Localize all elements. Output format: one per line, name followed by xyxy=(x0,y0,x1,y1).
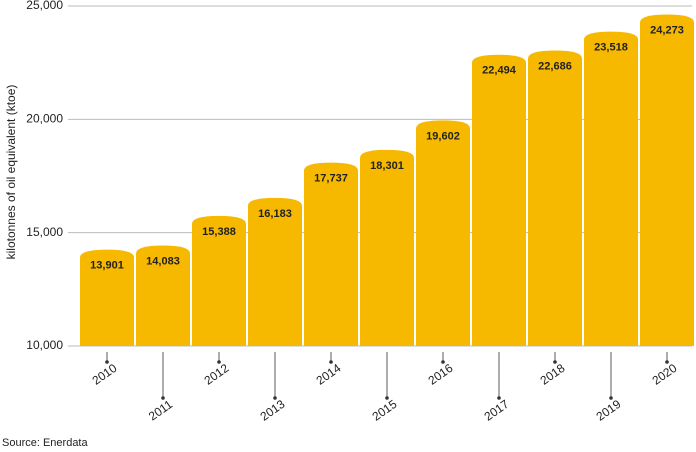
value-label: 23,518 xyxy=(594,41,628,53)
tick-dot xyxy=(609,396,613,400)
x-tick-label: 2018 xyxy=(538,361,568,388)
tick-dot xyxy=(273,396,277,400)
tick-dot xyxy=(441,360,445,364)
y-tick-label: 10,000 xyxy=(26,338,63,352)
bar xyxy=(192,215,246,346)
value-label: 13,901 xyxy=(90,259,124,271)
bar xyxy=(472,54,526,346)
x-tick-label: 2019 xyxy=(594,397,624,424)
y-axis-label: kilotonnes of oil equivalent (ktoe) xyxy=(4,85,18,260)
x-tick-label: 2017 xyxy=(482,397,512,424)
value-label: 15,388 xyxy=(202,226,236,238)
value-label: 16,183 xyxy=(258,208,292,220)
x-tick-label: 2013 xyxy=(258,397,288,424)
tick-dot xyxy=(329,360,333,364)
tick-dot xyxy=(105,360,109,364)
tick-dot xyxy=(385,396,389,400)
x-tick-label: 2014 xyxy=(314,361,344,388)
value-label: 17,737 xyxy=(314,173,348,185)
x-tick-label: 2012 xyxy=(202,361,232,388)
tick-dot xyxy=(161,396,165,400)
value-label: 18,301 xyxy=(370,160,404,172)
bar xyxy=(416,120,470,346)
bar xyxy=(528,50,582,346)
value-label: 19,602 xyxy=(426,130,460,142)
bar xyxy=(136,245,190,346)
tick-dot xyxy=(497,396,501,400)
x-tick-label: 2020 xyxy=(650,361,680,388)
bar xyxy=(360,149,414,346)
x-tick-label: 2015 xyxy=(370,397,400,424)
value-label: 22,494 xyxy=(482,65,517,77)
tick-dot xyxy=(665,360,669,364)
x-tick-label: 2011 xyxy=(146,397,175,423)
y-tick-label: 25,000 xyxy=(26,0,63,12)
y-tick-label: 15,000 xyxy=(26,225,63,239)
tick-dot xyxy=(553,360,557,364)
value-label: 24,273 xyxy=(650,24,684,36)
bar xyxy=(584,31,638,346)
bar xyxy=(248,197,302,346)
bar xyxy=(80,249,134,346)
bar xyxy=(304,162,358,346)
source: Source: Enerdata xyxy=(2,437,88,449)
bar xyxy=(640,14,694,346)
tick-dot xyxy=(217,360,221,364)
x-tick-label: 2010 xyxy=(90,361,120,388)
y-tick-label: 20,000 xyxy=(26,112,63,126)
value-label: 14,083 xyxy=(146,255,180,267)
value-label: 22,686 xyxy=(538,60,572,72)
x-tick-label: 2016 xyxy=(426,361,456,388)
